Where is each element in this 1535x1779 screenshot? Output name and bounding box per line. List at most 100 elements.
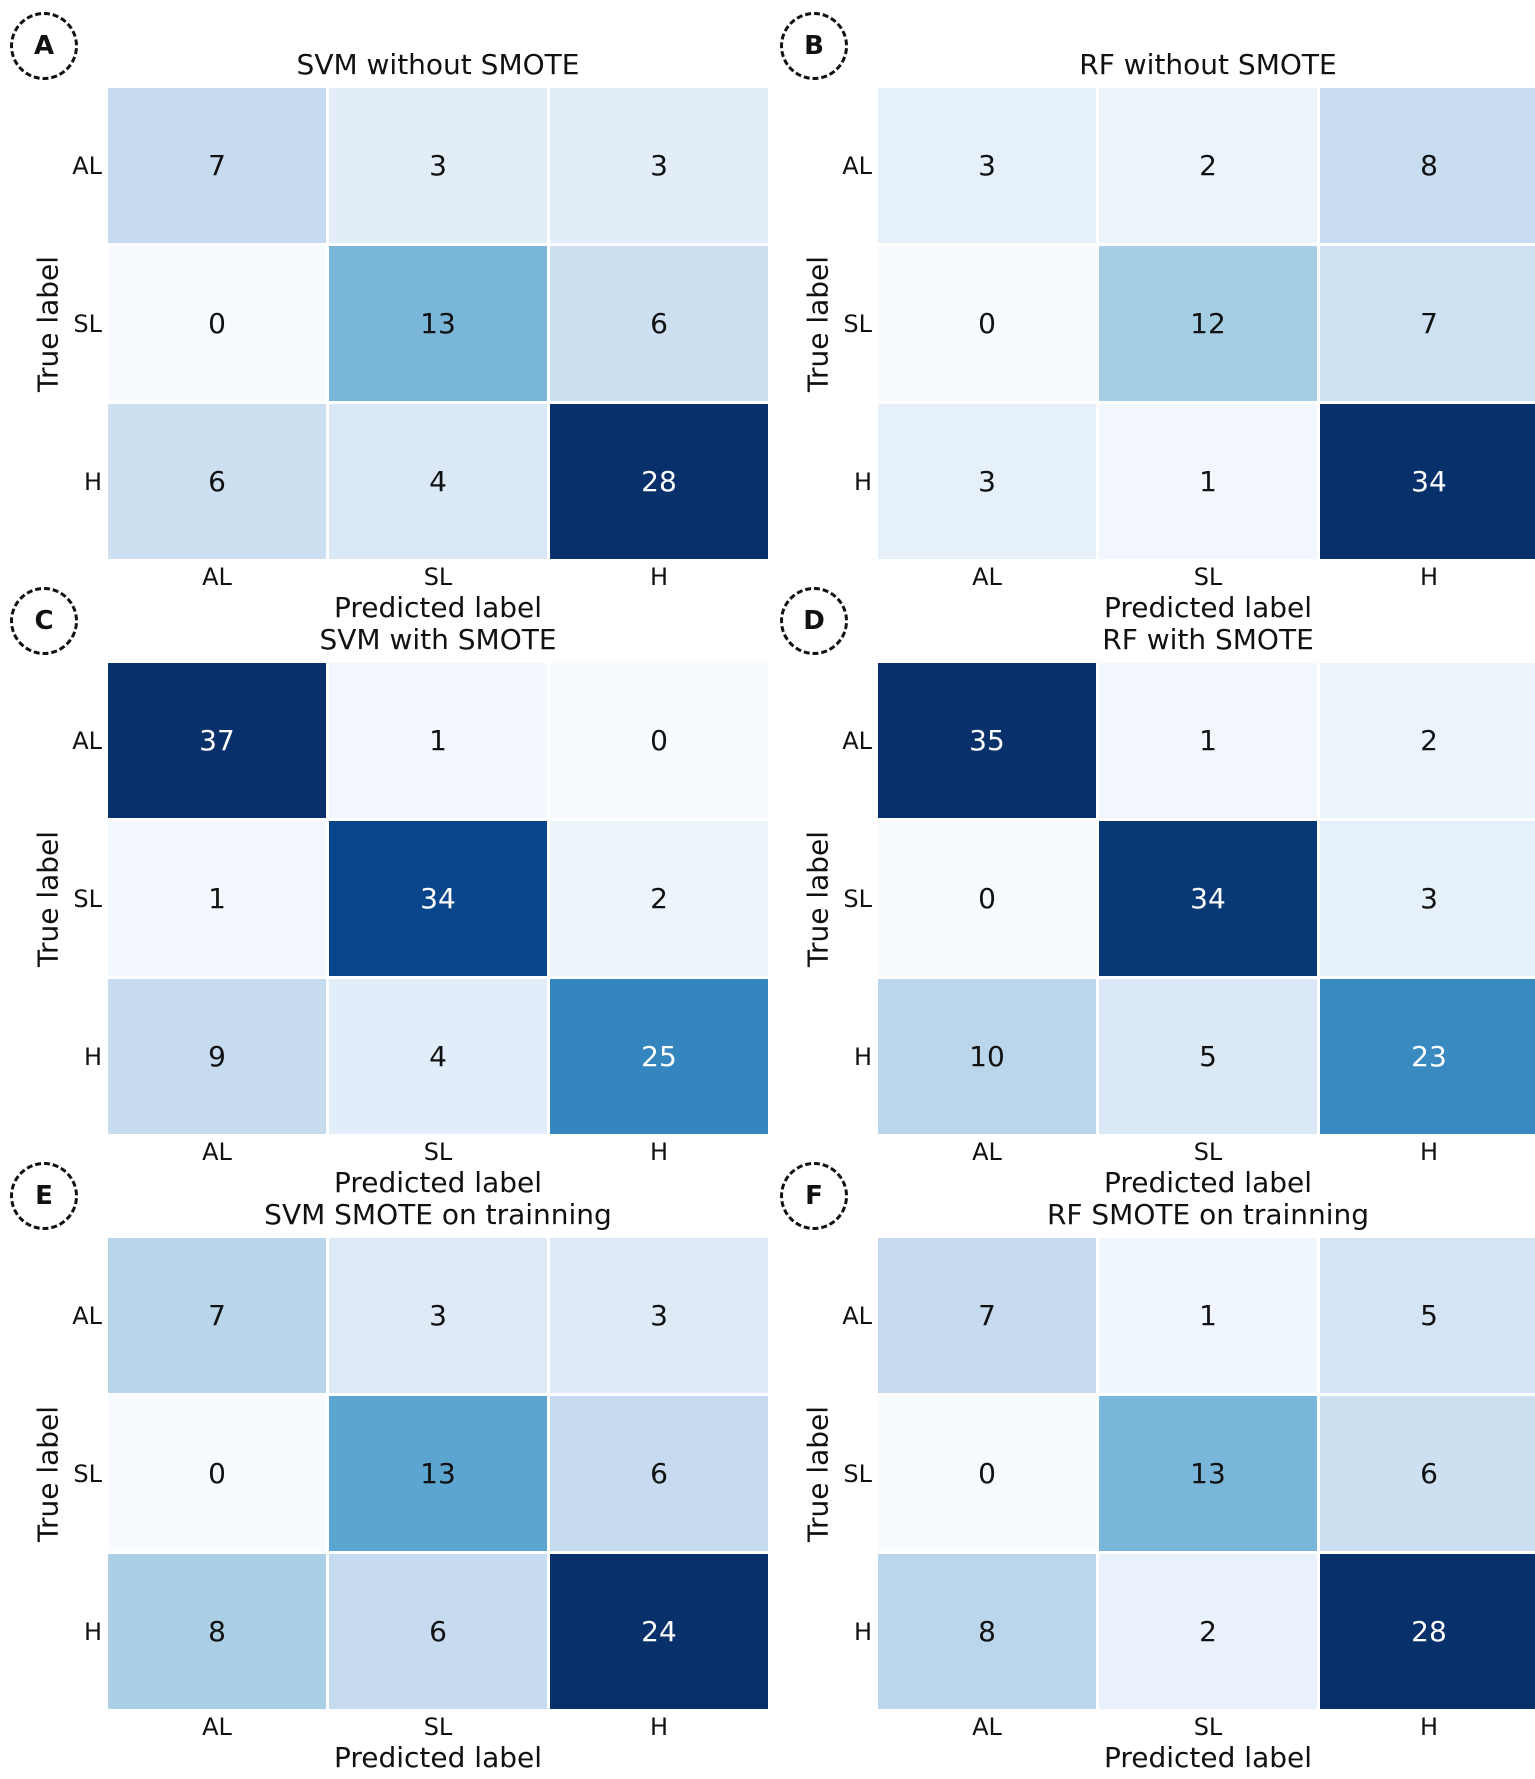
heatmap-cell: 23 (1320, 979, 1535, 1134)
heatmap-cell: 3 (1320, 821, 1535, 976)
heatmap-cell: 13 (329, 246, 547, 401)
cell-value-label: 3 (1420, 882, 1438, 915)
heatmap-cell: 35 (878, 663, 1096, 818)
heatmap-cell: 34 (329, 821, 547, 976)
cell-value-label: 13 (1190, 1457, 1226, 1490)
heatmap-cell: 24 (550, 1554, 768, 1709)
x-tick-label: SL (1193, 1713, 1223, 1741)
x-axis-label: Predicted label (1103, 1166, 1313, 1199)
heatmap-cell: 8 (1320, 88, 1535, 243)
heatmap-cell: 3 (329, 1238, 547, 1393)
cell-value-label: 8 (1420, 149, 1438, 182)
panel-b: B RF without SMOTE True label AL SL H 3 2 8 0 12 7 3… (770, 0, 1535, 624)
y-tick-label: SL (843, 1459, 872, 1488)
heatmap-cell: 8 (878, 1554, 1096, 1709)
chart-title: RF without SMOTE (1079, 48, 1337, 81)
cell-value-label: 10 (969, 1040, 1005, 1073)
x-axis-label: Predicted label (1103, 1741, 1313, 1774)
cell-value-label: 24 (641, 1615, 677, 1648)
heatmap-cell: 6 (329, 1554, 547, 1709)
heatmap-cell: 5 (1099, 979, 1317, 1134)
chart-title: RF SMOTE on trainning (1046, 1198, 1370, 1231)
x-axis-label: Predicted label (333, 1741, 543, 1774)
panel-badge: E (10, 1162, 78, 1230)
x-tick-label: AL (202, 1713, 232, 1741)
heatmap-cell: 6 (550, 246, 768, 401)
y-axis-label: True label (801, 830, 835, 967)
x-tick-label: H (1419, 1138, 1439, 1166)
y-tick-label: AL (842, 726, 872, 755)
heatmap-cell: 0 (878, 821, 1096, 976)
heatmap-cell: 12 (1099, 246, 1317, 401)
x-tick-label: AL (972, 1713, 1002, 1741)
cell-value-label: 0 (208, 307, 226, 340)
y-tick-label: AL (72, 1301, 102, 1330)
y-tick-label: H (83, 467, 102, 496)
chart-title: RF with SMOTE (1102, 623, 1314, 656)
y-axis-label: True label (801, 1405, 835, 1542)
heatmap-cell: 28 (1320, 1554, 1535, 1709)
cell-value-label: 34 (420, 882, 456, 915)
heatmap-cell: 4 (329, 979, 547, 1134)
cell-value-label: 3 (650, 1299, 668, 1332)
panel-c: C SVM with SMOTE True label AL SL H 37 1 0 1 34 2 9 4… (0, 575, 768, 1199)
cell-value-label: 28 (641, 465, 677, 498)
heatmap-cell: 5 (1320, 1238, 1535, 1393)
y-tick-label: H (83, 1042, 102, 1071)
heatmap-cell: 37 (108, 663, 326, 818)
cell-value-label: 2 (650, 882, 668, 915)
heatmap-cell: 7 (1320, 246, 1535, 401)
cell-value-label: 6 (1420, 1457, 1438, 1490)
heatmap-cell: 1 (329, 663, 547, 818)
chart-title: SVM SMOTE on trainning (264, 1198, 612, 1231)
cell-value-label: 1 (429, 724, 447, 757)
cell-value-label: 2 (1420, 724, 1438, 757)
panel-a: A SVM without SMOTE True label AL SL H 7 3 3 0 13 6… (0, 0, 768, 624)
cell-value-label: 7 (208, 1299, 226, 1332)
heatmap-cell: 6 (108, 404, 326, 559)
y-tick-label: AL (72, 151, 102, 180)
panel-badge: D (780, 587, 848, 655)
heatmap-cell: 6 (1320, 1396, 1535, 1551)
y-tick-label: H (853, 1042, 872, 1071)
x-tick-label: SL (423, 1138, 453, 1166)
heatmap-cell: 0 (108, 1396, 326, 1551)
y-tick-label: AL (72, 726, 102, 755)
cell-value-label: 8 (978, 1615, 996, 1648)
cell-value-label: 3 (978, 465, 996, 498)
cell-value-label: 3 (978, 149, 996, 182)
heatmap-cell: 2 (550, 821, 768, 976)
x-tick-label: AL (202, 563, 232, 591)
heatmap-cell: 13 (1099, 1396, 1317, 1551)
heatmap-cell: 1 (1099, 404, 1317, 559)
cell-value-label: 6 (208, 465, 226, 498)
x-tick-label: H (649, 563, 669, 591)
cell-value-label: 5 (1199, 1040, 1217, 1073)
chart-title: SVM without SMOTE (296, 48, 580, 81)
y-tick-label: H (83, 1617, 102, 1646)
cell-value-label: 6 (429, 1615, 447, 1648)
cell-value-label: 12 (1190, 307, 1226, 340)
cell-value-label: 1 (1199, 724, 1217, 757)
x-axis-label: Predicted label (1103, 591, 1313, 624)
heatmap-cell: 9 (108, 979, 326, 1134)
x-tick-label: SL (423, 563, 453, 591)
cell-value-label: 4 (429, 465, 447, 498)
heatmap-cell: 7 (108, 88, 326, 243)
cell-value-label: 34 (1411, 465, 1447, 498)
y-tick-label: H (853, 467, 872, 496)
heatmap-cell: 6 (550, 1396, 768, 1551)
heatmap-cell: 0 (878, 1396, 1096, 1551)
panel-d: D RF with SMOTE True label AL SL H 35 1 2 0 34 3 10 5… (770, 575, 1535, 1199)
heatmap-cell: 3 (550, 88, 768, 243)
cell-value-label: 7 (208, 149, 226, 182)
cell-value-label: 3 (650, 149, 668, 182)
cell-value-label: 7 (1420, 307, 1438, 340)
panel-e: E SVM SMOTE on trainning True label AL SL H 7 3… (0, 1150, 768, 1774)
cell-value-label: 1 (1199, 1299, 1217, 1332)
x-tick-label: AL (202, 1138, 232, 1166)
heatmap-cell: 3 (878, 404, 1096, 559)
heatmap-cell: 3 (329, 88, 547, 243)
cell-value-label: 0 (978, 882, 996, 915)
